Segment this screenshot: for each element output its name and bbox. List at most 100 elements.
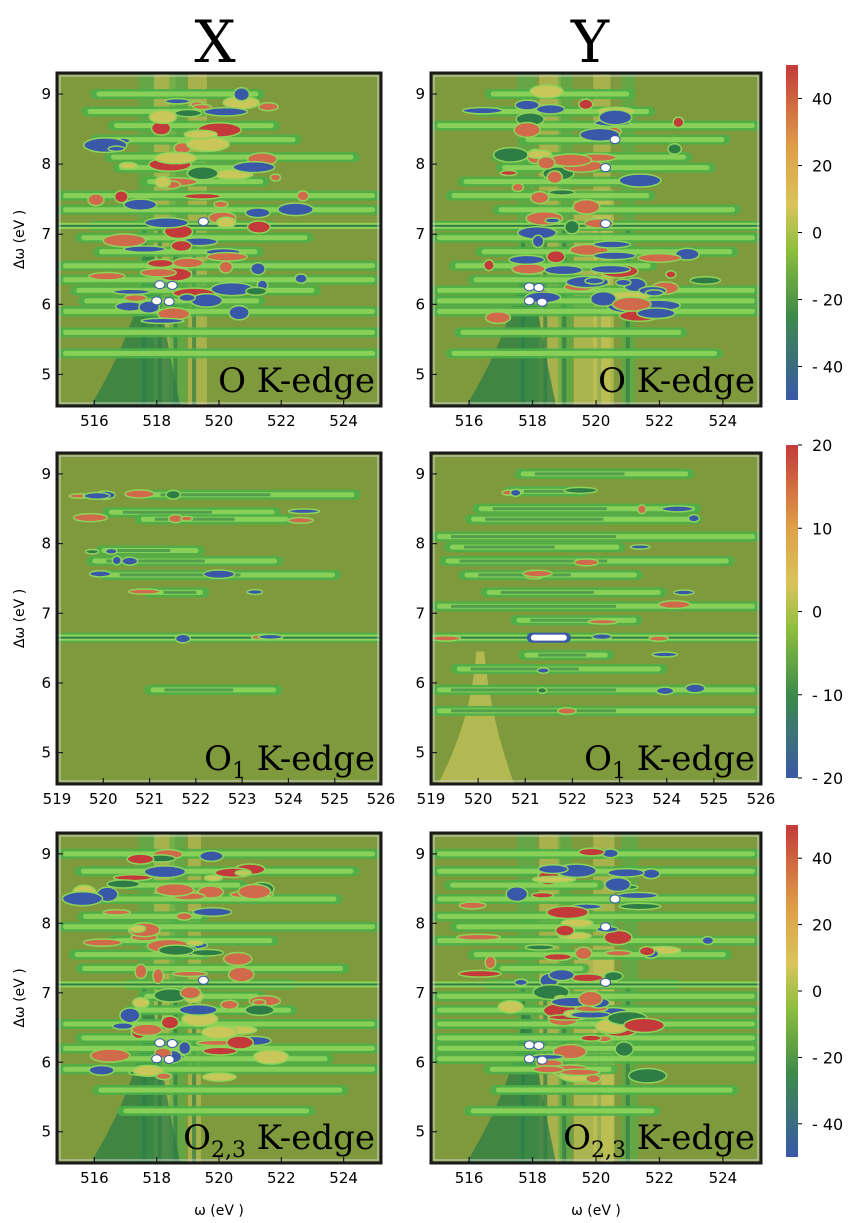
contour-blob	[152, 967, 165, 985]
contour-blob	[233, 87, 251, 102]
streak-dark	[115, 549, 171, 553]
contour-blob	[201, 1025, 238, 1040]
y-tick-label: 7	[415, 225, 425, 243]
contour-blob	[222, 951, 253, 967]
streak-core	[98, 1087, 343, 1093]
contour-blob	[508, 254, 546, 266]
panel-3: 5 6 7 8 9 519 520 521 522 523 524 525 526 Δω (eV ) O1 …	[12, 451, 395, 808]
x-tick-label: 525	[320, 790, 349, 808]
y-tick-label: 6	[41, 1053, 51, 1071]
contour-blob	[139, 267, 178, 278]
contour-blob	[174, 633, 192, 644]
contour-blob	[146, 258, 175, 269]
contour-blob	[499, 169, 518, 177]
contour-blob	[296, 190, 310, 202]
streak-dark	[163, 590, 197, 594]
contour-blob	[546, 170, 564, 185]
contour-blob	[505, 885, 529, 903]
x-tick-label: 518	[142, 1169, 171, 1187]
streak-core	[63, 924, 375, 930]
x-tick-label: 520	[582, 1169, 611, 1187]
streak-dark	[523, 489, 567, 493]
contour-blob	[587, 618, 619, 625]
colorbar-gradient	[786, 65, 798, 400]
contour-blob	[579, 127, 621, 142]
y-tick-label: 9	[415, 845, 425, 863]
contour-blob	[132, 1064, 164, 1077]
contour-blob	[484, 311, 512, 325]
contour-blob	[569, 973, 604, 983]
x-axis-label: ω (eV )	[571, 1203, 621, 1219]
contour-blob	[431, 635, 462, 642]
x-tick-label: 522	[182, 790, 211, 808]
saturation-spot	[151, 1054, 163, 1064]
contour-blob	[618, 173, 662, 188]
contour-blob	[140, 317, 185, 325]
x-tick-label: 516	[455, 412, 484, 430]
contour-blob	[636, 307, 676, 320]
contour-blob	[535, 103, 566, 115]
contour-blob	[603, 970, 624, 982]
saturation-spot	[197, 975, 209, 985]
contour-blob	[592, 251, 637, 261]
x-tick-label: 524	[709, 1169, 738, 1187]
contour-blob	[131, 997, 150, 1009]
contour-blob	[88, 569, 112, 578]
colorbar-tick-label: - 20	[812, 291, 843, 310]
contour-blob	[180, 515, 194, 522]
contour-blob	[192, 906, 233, 918]
contour-blob	[577, 847, 606, 857]
streak-core	[495, 1087, 733, 1093]
streak-core	[473, 277, 595, 283]
y-tick-label: 6	[415, 1053, 425, 1071]
streak-core	[437, 913, 755, 919]
contour-blob	[531, 1053, 565, 1061]
contour-blob	[123, 198, 158, 211]
y-tick-label: 8	[41, 155, 51, 173]
contour-blob	[219, 999, 239, 1011]
contour-blob	[202, 1046, 238, 1056]
contour-blob	[458, 901, 487, 910]
contour-blob	[660, 505, 695, 513]
contour-blob	[148, 109, 178, 125]
contour-blob	[614, 278, 632, 287]
contour-blob	[61, 890, 104, 907]
colorbar-gradient	[786, 825, 798, 1157]
contour-blob	[667, 143, 683, 155]
colorbar-tick-label: - 20	[812, 769, 843, 788]
contour-blob	[604, 949, 633, 957]
colorbar-tick-label: 20	[812, 916, 832, 935]
saturation-spot	[609, 894, 621, 904]
streak-core	[114, 123, 274, 129]
panel-annotation: O1 K-edge	[584, 739, 755, 784]
x-tick-label: 524	[274, 790, 303, 808]
streak-dark	[160, 493, 271, 497]
contour-blob	[536, 667, 550, 674]
contour-blob	[592, 240, 632, 249]
contour-blob	[573, 558, 600, 567]
contour-blob	[511, 262, 546, 275]
contour-blob	[225, 1035, 254, 1050]
contour-blob	[87, 193, 105, 207]
streak-dark	[470, 667, 579, 671]
contour-blob	[531, 234, 545, 249]
colorbars: 40 20 0 - 20 - 40 20 10 0 - 10 - 20 40 20 0 - 20 - 40	[786, 65, 843, 1157]
contour-blob	[530, 891, 555, 899]
streak-core	[110, 154, 354, 160]
contour-blob	[215, 216, 237, 229]
contour-blob	[249, 262, 266, 276]
contour-blob	[102, 909, 132, 916]
long-streak-core	[431, 983, 761, 986]
panel-annotation: O K-edge	[218, 361, 375, 401]
streak-core	[81, 965, 344, 971]
x-tick-label: 520	[464, 790, 493, 808]
contour-blob	[111, 1021, 134, 1031]
contour-blob	[202, 1072, 237, 1082]
x-tick-label: 521	[511, 790, 540, 808]
plot-frame	[429, 451, 763, 786]
colorbar-tick-label: 20	[812, 436, 832, 455]
contour-blob	[88, 1064, 115, 1076]
contour-blob	[701, 935, 715, 946]
x-tick-label: 521	[135, 790, 164, 808]
contour-blob	[88, 271, 126, 281]
